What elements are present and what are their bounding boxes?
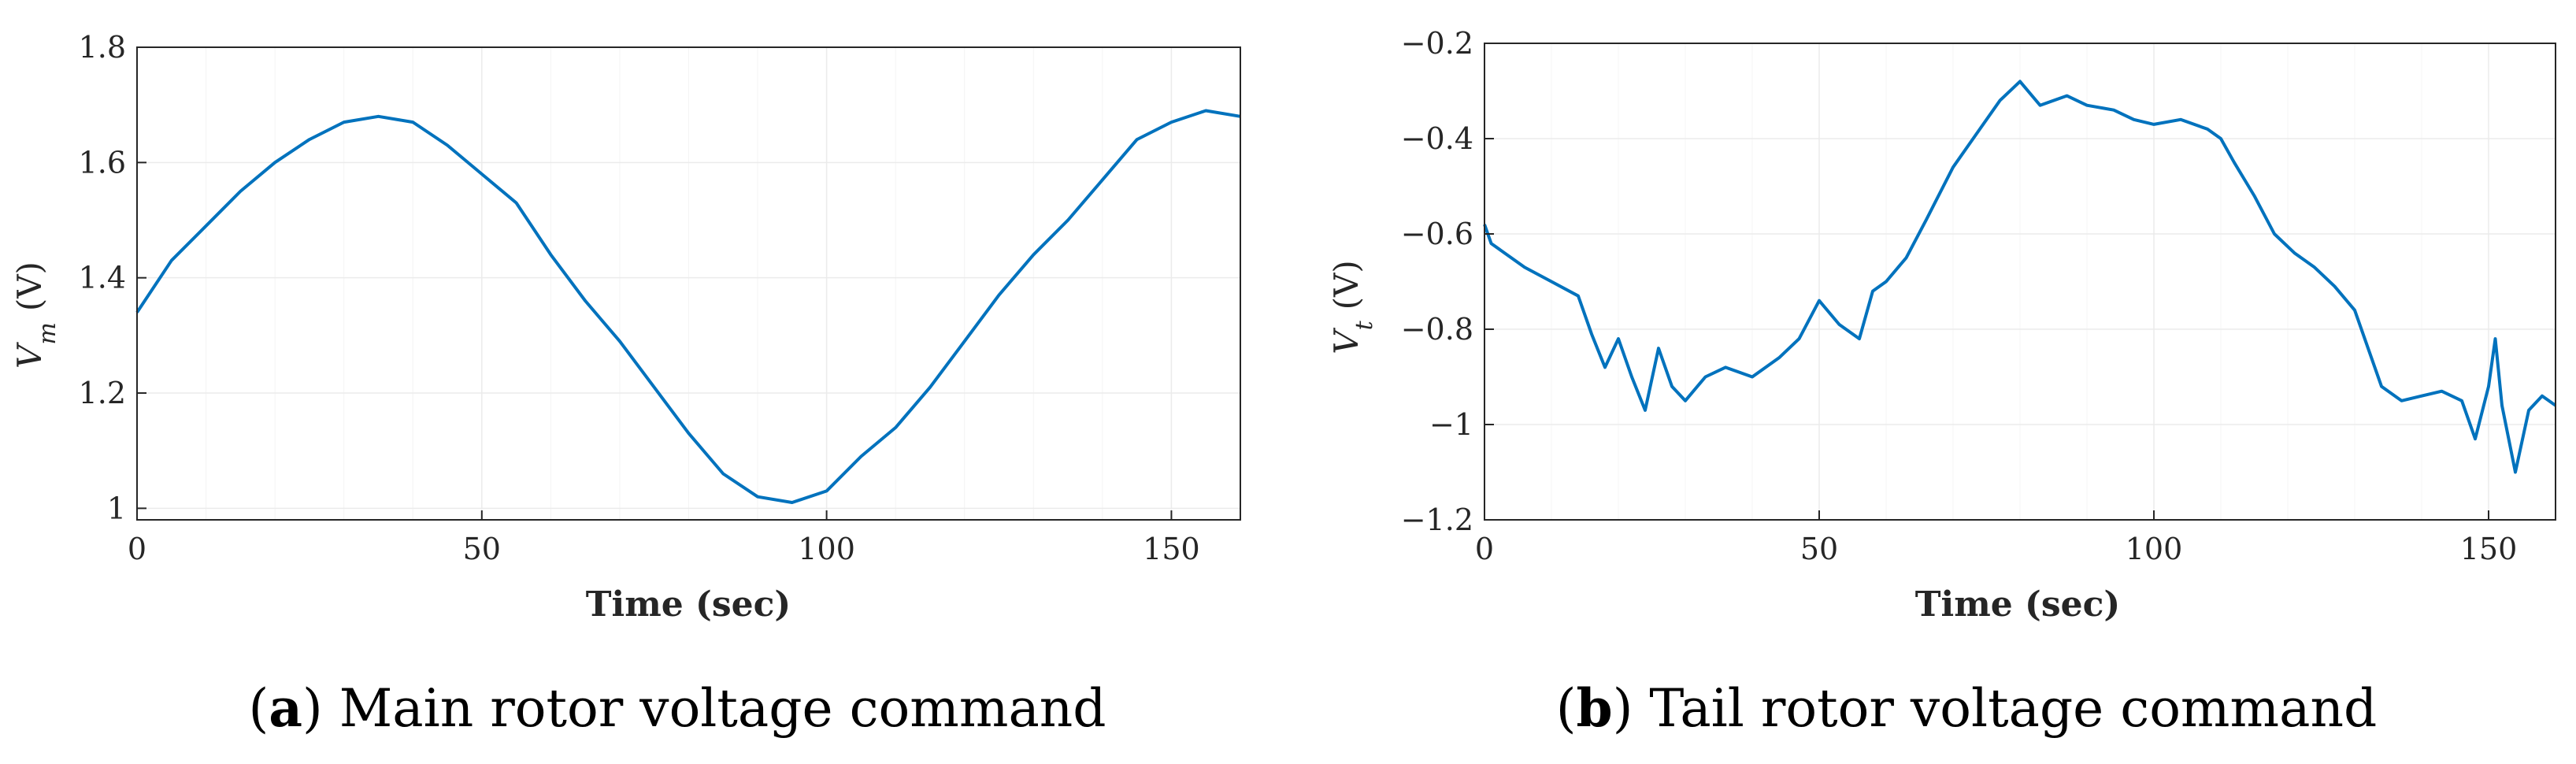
ylabel-symbol: V [10, 342, 49, 369]
x-tick-label: 0 [1475, 532, 1494, 566]
y-tick-label: −0.2 [1401, 26, 1473, 61]
ylabel-subscript: t [1351, 320, 1378, 330]
y-tick-label: 1.6 [79, 145, 126, 180]
caption-a: (a) Main rotor voltage command [248, 677, 1106, 739]
x-tick-label: 150 [2460, 532, 2518, 566]
x-tick-label: 50 [1800, 532, 1838, 566]
y-tick-label: 1.4 [79, 261, 126, 295]
y-tick-label: −0.4 [1401, 121, 1473, 156]
ylabel-unit: (V) [1327, 260, 1366, 310]
y-tick-label: 1.2 [79, 376, 126, 410]
series-line [1483, 80, 2557, 474]
y-tick-label: 1 [107, 491, 126, 525]
caption-text: Main rotor voltage command [339, 678, 1106, 739]
ylabel-unit: (V) [10, 261, 49, 311]
y-tick-label: −0.8 [1401, 312, 1473, 347]
plot-frame [136, 46, 1241, 521]
x-tick-label: 150 [1143, 532, 1200, 566]
xlabel-main-rotor: Time (sec) [586, 584, 791, 625]
caption-letter: a [269, 677, 302, 739]
caption-letter: b [1577, 677, 1613, 739]
x-tick-label: 100 [798, 532, 855, 566]
ylabel-tail-rotor: Vt (V) [1327, 260, 1378, 354]
y-tick-label: −1.2 [1401, 503, 1473, 537]
ylabel-subscript: m [34, 322, 61, 344]
y-tick-label: −0.6 [1401, 217, 1473, 251]
chart-main-rotor: 0 50 100 150 1 1.2 1.4 1.6 1.8 [79, 30, 1241, 566]
y-tick-label: −1 [1429, 407, 1473, 442]
caption-b: (b) Tail rotor voltage command [1556, 677, 2377, 739]
ylabel-symbol: V [1327, 328, 1366, 354]
x-tick-label: 50 [463, 532, 501, 566]
x-tick-label: 0 [128, 532, 146, 566]
caption-text: Tail rotor voltage command [1649, 678, 2377, 739]
xlabel-tail-rotor: Time (sec) [1915, 584, 2121, 625]
x-tick-label: 100 [2126, 532, 2183, 566]
plot-frame [1484, 43, 2556, 521]
y-tick-label: 1.8 [79, 30, 126, 65]
ylabel-main-rotor: Vm (V) [10, 261, 61, 369]
chart-tail-rotor: 0 50 100 150 −1.2 −1 −0.8 −0.6 −0.4 −0.2 [1401, 26, 2557, 566]
series-line [135, 109, 1241, 504]
